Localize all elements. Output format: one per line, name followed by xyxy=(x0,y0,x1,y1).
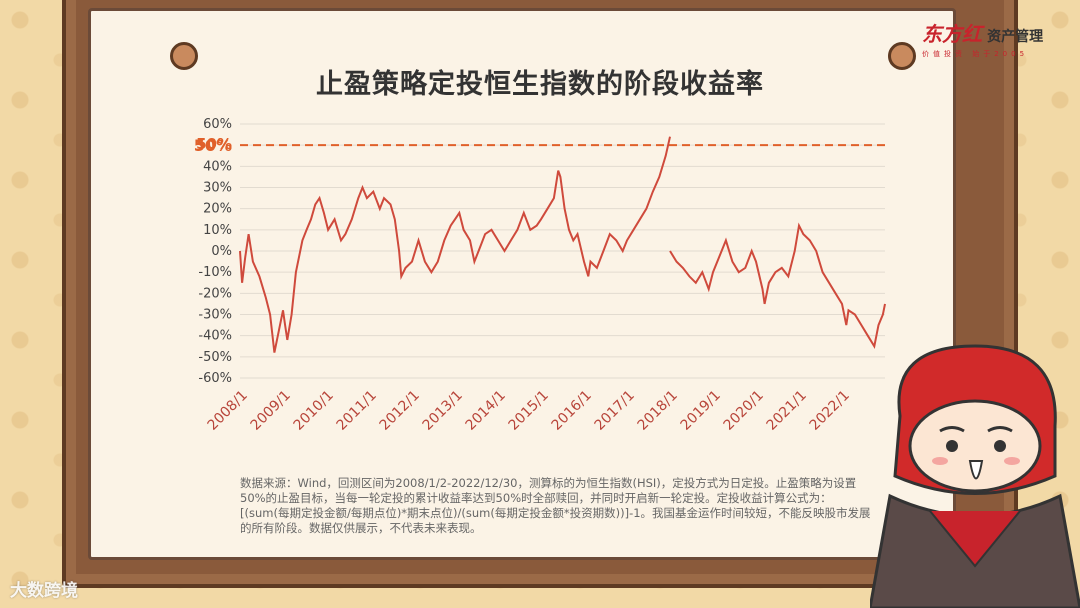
y-tick-label: 0% xyxy=(211,244,232,259)
x-tick-label: 2015/1 xyxy=(506,388,552,434)
brand-slogan: 价值投资 始于2005 xyxy=(922,50,1029,58)
series-line-segment-1 xyxy=(239,136,671,353)
y-tick-label: 20% xyxy=(203,202,232,217)
y-tick-label: -20% xyxy=(198,286,232,301)
y-tick-label: 30% xyxy=(203,181,232,196)
pin-left-icon xyxy=(170,42,198,70)
x-tick-label: 2011/1 xyxy=(334,388,380,434)
y-tick-label: 50% xyxy=(196,135,232,153)
x-tick-label: 2019/1 xyxy=(678,388,724,434)
pin-right-icon xyxy=(888,42,916,70)
x-tick-label: 2014/1 xyxy=(463,388,509,434)
x-tick-label: 2013/1 xyxy=(420,388,466,434)
y-tick-label: 40% xyxy=(203,159,232,174)
paper-panel xyxy=(88,8,956,560)
mascot-character-icon xyxy=(870,344,1080,608)
x-tick-label: 2010/1 xyxy=(291,388,337,434)
x-tick-label: 2018/1 xyxy=(635,388,681,434)
x-tick-label: 2012/1 xyxy=(377,388,423,434)
y-axis-ticks: 60% 50% 40% 30% 20% 10% 0% -10% -20% -30% -40% -50%… xyxy=(196,117,232,386)
watermark: 大数跨境 xyxy=(10,581,78,601)
x-tick-label: 2009/1 xyxy=(248,388,294,434)
x-tick-label: 2021/1 xyxy=(764,388,810,434)
y-tick-label: -30% xyxy=(198,308,232,323)
y-tick-label: -50% xyxy=(198,350,232,365)
y-tick-label: -10% xyxy=(198,265,232,280)
x-tick-label: 2017/1 xyxy=(592,388,638,434)
series-line-segment-2 xyxy=(669,222,886,350)
x-tick-label: 2022/1 xyxy=(807,388,853,434)
x-tick-label: 2020/1 xyxy=(721,388,767,434)
y-tick-label: -60% xyxy=(198,371,232,386)
brand-logo: 东方红 资产管理 价值投资 始于2005 xyxy=(922,18,1043,59)
chart-grid xyxy=(240,123,885,379)
y-tick-label: -40% xyxy=(198,329,232,344)
reference-line-label: 50% xyxy=(194,136,232,155)
source-note: 数据来源：Wind，回测区间为2008/1/2-2022/12/30，测算标的为… xyxy=(240,476,871,535)
x-axis-ticks: 2008/12009/12010/12011/12012/12013/12014… xyxy=(205,388,853,434)
y-tick-label: 10% xyxy=(203,223,232,238)
y-tick-label: 60% xyxy=(203,117,232,132)
brand-sub: 资产管理 xyxy=(987,29,1044,45)
x-tick-label: 2008/1 xyxy=(205,388,251,434)
brand-name: 东方红 xyxy=(922,22,982,46)
x-tick-label: 2016/1 xyxy=(549,388,595,434)
chart-title: 止盈策略定投恒生指数的阶段收益率 xyxy=(316,69,764,100)
